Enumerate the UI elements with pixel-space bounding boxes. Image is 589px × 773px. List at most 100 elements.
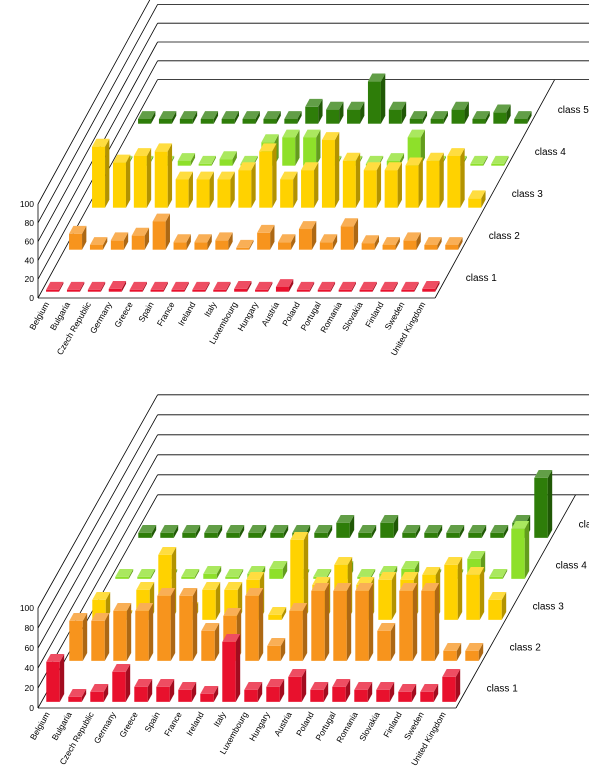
bar-class-2-greece xyxy=(157,588,176,661)
bar-side xyxy=(226,281,231,292)
bar-front xyxy=(380,289,394,292)
bar-front xyxy=(160,532,174,538)
bar-front xyxy=(182,532,196,538)
bar-front xyxy=(424,245,438,250)
bar-front xyxy=(359,289,373,292)
bar-side xyxy=(481,190,486,208)
category-label: Belgium xyxy=(28,710,52,742)
bar-side xyxy=(437,525,443,538)
bar-top xyxy=(138,525,157,533)
bar-top xyxy=(399,583,418,591)
bar-class-1-bulgaria xyxy=(66,281,85,292)
bar-side xyxy=(283,525,289,538)
bar-class-1-portugal xyxy=(332,679,351,702)
bar-side xyxy=(217,525,223,538)
bar-top xyxy=(171,281,189,290)
bar-top xyxy=(319,234,338,243)
bar-class-5-belgium xyxy=(138,525,157,538)
bar-class-2-czech-republic xyxy=(113,603,132,661)
bar-top xyxy=(225,569,244,577)
gridline xyxy=(37,434,158,649)
bar-class-1-spain xyxy=(150,281,168,292)
bar-top xyxy=(219,151,237,160)
bar-class-2-italy xyxy=(245,588,264,661)
bar-front xyxy=(203,573,217,579)
bar-side xyxy=(192,111,198,124)
bar-side xyxy=(209,171,214,208)
bar-class-1-united-kingdom xyxy=(422,280,440,292)
bar-front xyxy=(269,568,283,579)
bar-top xyxy=(154,143,173,152)
bar-class-3-italy xyxy=(268,607,287,620)
bar-top xyxy=(46,281,64,290)
bar-front xyxy=(108,288,122,292)
bar-class-1-belgium xyxy=(46,654,65,702)
bar-class-2-austria xyxy=(311,583,330,661)
bar-top xyxy=(135,603,154,611)
bar-class-5-austria xyxy=(367,73,386,124)
bar-front xyxy=(234,288,248,292)
bar-top xyxy=(359,281,377,290)
bar-side xyxy=(213,686,219,702)
bar-class-1-ireland xyxy=(200,686,219,702)
bar-top xyxy=(175,171,193,180)
y-tick-label: 40 xyxy=(25,663,35,673)
bar-top xyxy=(87,281,106,290)
category-label: Sweden xyxy=(402,710,426,742)
bar-front xyxy=(444,564,458,620)
bar-side xyxy=(524,521,530,579)
bar-top xyxy=(377,623,396,631)
bar-front xyxy=(259,151,273,208)
bar-class-2-sweden xyxy=(424,237,442,250)
category-label: Slovakia xyxy=(340,300,365,333)
y-tick-label: 40 xyxy=(25,255,35,265)
bar-class-5-finland xyxy=(472,111,490,124)
bar-top xyxy=(221,111,239,119)
bar-front xyxy=(238,170,252,208)
bar-top xyxy=(422,280,440,289)
bar-front xyxy=(204,532,218,538)
bar-front xyxy=(179,119,193,124)
bar-top xyxy=(217,171,235,180)
bar-front xyxy=(347,109,361,124)
bar-top xyxy=(398,684,417,692)
bar-front xyxy=(290,539,304,620)
bar-side xyxy=(323,682,329,702)
bar-top xyxy=(379,566,398,574)
bar-class-1-romania xyxy=(354,682,373,702)
bar-class-1-belgium xyxy=(46,281,64,292)
bar-class-5-italy xyxy=(305,98,323,124)
bar-front xyxy=(378,579,392,620)
category-label: Hungary xyxy=(247,709,272,742)
bar-front xyxy=(152,221,166,250)
bar-top xyxy=(384,162,402,171)
bar-side xyxy=(393,515,399,538)
category-label: Austria xyxy=(259,300,281,328)
bar-top xyxy=(137,569,156,577)
bar-front xyxy=(68,696,82,702)
bar-side xyxy=(457,557,463,620)
bar-class-3-germany xyxy=(154,143,173,208)
bar-front xyxy=(266,686,280,702)
bar-front xyxy=(420,691,434,702)
bar-top xyxy=(157,588,176,596)
bar-front xyxy=(288,676,302,702)
bar-side xyxy=(370,569,376,579)
bar-front xyxy=(468,532,482,538)
bar-top xyxy=(255,281,273,290)
bar-class-5-slovakia xyxy=(451,101,469,124)
bar-class-3-luxembourg xyxy=(290,532,309,620)
bar-side xyxy=(349,515,355,538)
bar-front xyxy=(446,532,460,538)
bar-class-5-spain xyxy=(242,111,260,124)
bar-top xyxy=(261,134,279,143)
y-tick-label: 20 xyxy=(25,683,35,693)
bar-side xyxy=(479,567,485,620)
bar-class-5-poland xyxy=(402,525,421,538)
bar-side xyxy=(459,525,465,538)
bar-top xyxy=(110,232,129,241)
bar-class-1-france xyxy=(171,281,189,292)
bar-top xyxy=(534,470,553,478)
bar-top xyxy=(246,572,265,580)
